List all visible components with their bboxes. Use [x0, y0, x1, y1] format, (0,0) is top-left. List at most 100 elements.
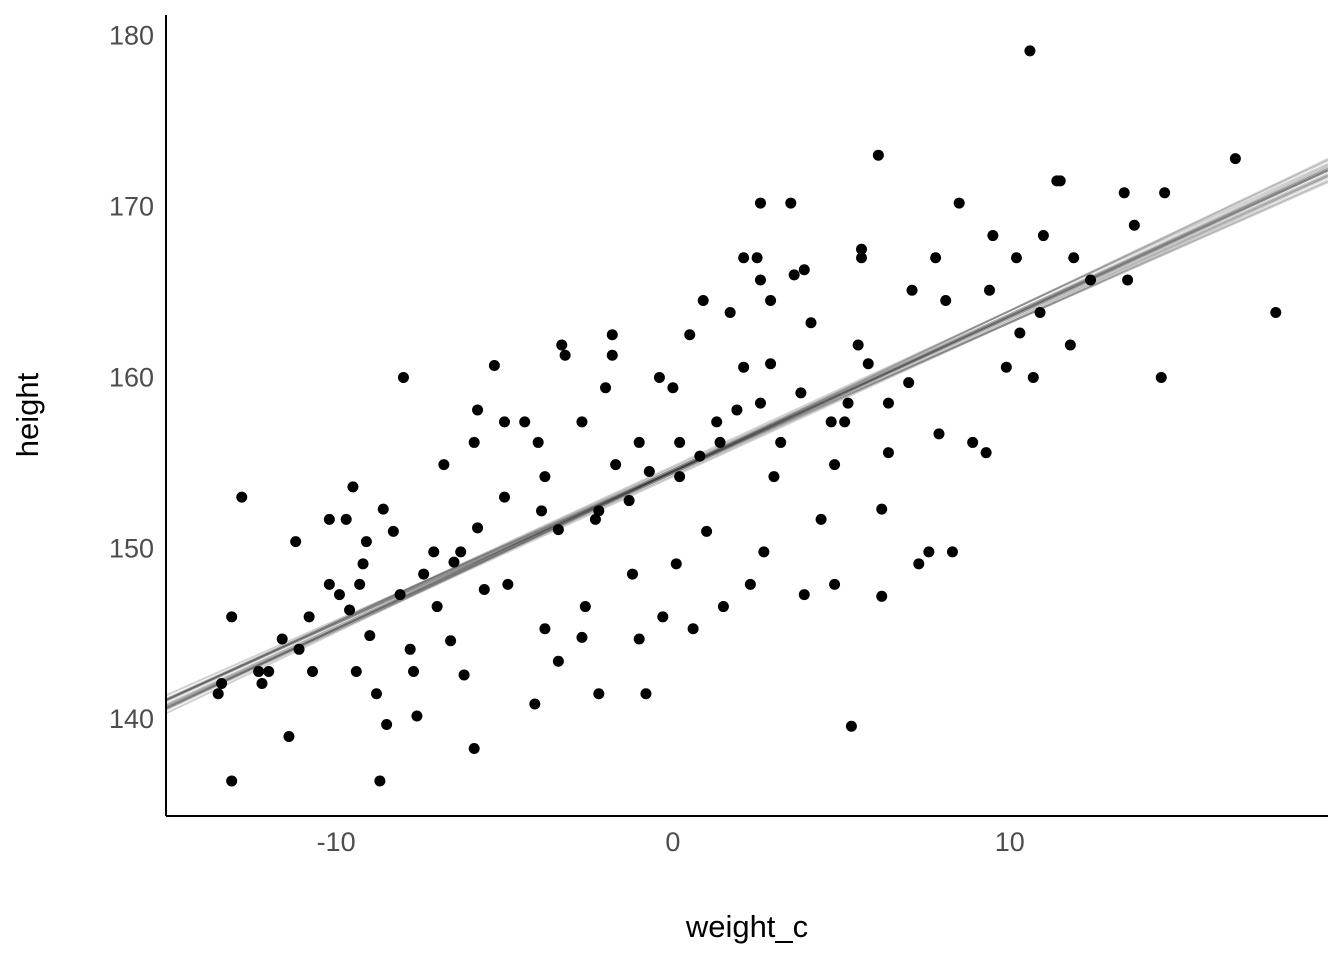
point: [687, 623, 699, 635]
point: [536, 505, 548, 517]
point: [381, 719, 393, 731]
point: [559, 349, 571, 361]
point: [788, 269, 800, 281]
point: [411, 710, 423, 722]
point: [1014, 327, 1026, 339]
x-tick-label: -10: [317, 827, 356, 857]
point: [674, 436, 686, 448]
point: [293, 643, 305, 655]
point: [216, 677, 228, 689]
point: [445, 635, 457, 647]
point: [633, 633, 645, 645]
point: [236, 491, 248, 503]
point: [829, 578, 841, 590]
fit-line: [166, 158, 1328, 715]
point: [657, 611, 669, 623]
point: [724, 306, 736, 318]
point: [882, 447, 894, 459]
point: [882, 397, 894, 409]
point: [765, 295, 777, 307]
point: [906, 284, 918, 296]
point: [633, 436, 645, 448]
y-tick-label: 160: [109, 362, 154, 392]
point: [556, 339, 568, 351]
point: [498, 416, 510, 428]
point: [697, 295, 709, 307]
point: [610, 459, 622, 471]
point: [488, 359, 500, 371]
y-tick-label: 180: [109, 20, 154, 50]
fit-line: [166, 181, 1328, 697]
point: [498, 491, 510, 503]
fit-line: [166, 167, 1328, 707]
point: [1122, 274, 1134, 286]
point: [212, 688, 224, 700]
point: [428, 546, 440, 558]
point: [448, 556, 460, 568]
point: [738, 361, 750, 373]
fit-line: [166, 172, 1328, 700]
point: [472, 404, 484, 416]
point: [1155, 371, 1167, 383]
point: [347, 481, 359, 493]
point: [930, 252, 942, 264]
point: [1064, 339, 1076, 351]
point: [323, 513, 335, 525]
point: [751, 252, 763, 264]
point: [397, 371, 409, 383]
point: [576, 416, 588, 428]
point: [795, 387, 807, 399]
point: [653, 371, 665, 383]
point: [1085, 274, 1097, 286]
point: [876, 503, 888, 515]
fit-line: [166, 169, 1328, 706]
point: [980, 447, 992, 459]
point: [1068, 252, 1080, 264]
point: [667, 382, 679, 394]
point: [694, 450, 706, 462]
point: [933, 428, 945, 440]
point: [357, 558, 369, 570]
point: [354, 578, 366, 590]
point: [805, 317, 817, 329]
point: [872, 149, 884, 161]
point: [738, 252, 750, 264]
point: [529, 698, 541, 710]
points: [212, 45, 1282, 787]
point: [276, 633, 288, 645]
y-tick-label: 150: [109, 533, 154, 563]
fit-line: [166, 169, 1328, 709]
point: [946, 546, 958, 558]
point: [731, 404, 743, 416]
fit-line: [166, 166, 1328, 711]
point: [903, 377, 915, 389]
point: [394, 589, 406, 601]
point: [1118, 187, 1130, 199]
point: [478, 583, 490, 595]
point: [768, 471, 780, 483]
point: [711, 416, 723, 428]
fit-line: [166, 174, 1328, 702]
point: [1270, 306, 1282, 318]
point: [283, 730, 295, 742]
fit-line: [166, 179, 1328, 701]
fit-line: [166, 176, 1328, 710]
point: [307, 666, 319, 678]
point: [593, 688, 605, 700]
point: [226, 611, 238, 623]
point: [431, 601, 443, 613]
point: [1037, 230, 1049, 242]
point: [775, 436, 787, 448]
point: [717, 601, 729, 613]
point: [967, 436, 979, 448]
point: [468, 742, 480, 754]
point: [953, 197, 965, 209]
fit-line: [166, 169, 1328, 703]
point: [825, 416, 837, 428]
point: [829, 459, 841, 471]
point: [593, 505, 605, 517]
point: [876, 590, 888, 602]
point: [670, 558, 682, 570]
point: [701, 525, 713, 537]
